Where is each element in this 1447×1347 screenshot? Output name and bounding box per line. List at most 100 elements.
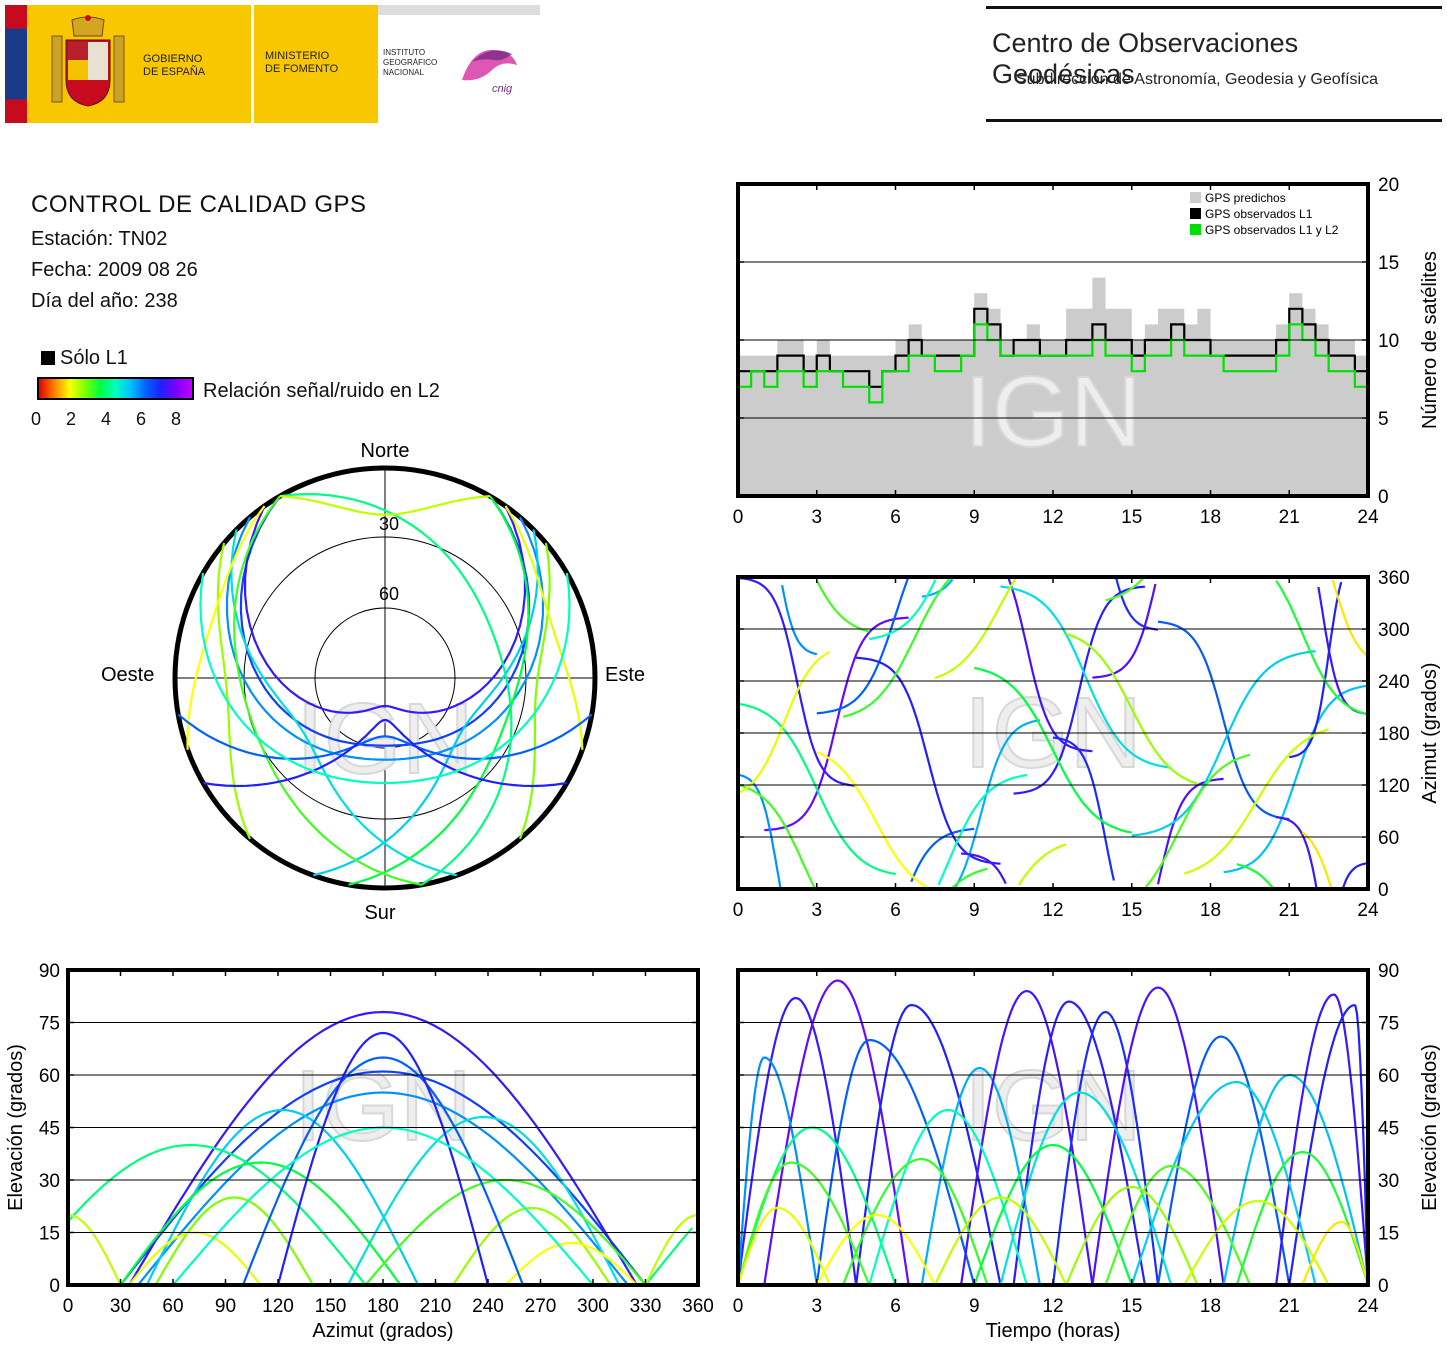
x-tick-label: 300 xyxy=(577,1296,609,1317)
y-tick-label: 10 xyxy=(1378,331,1399,352)
eltime-track xyxy=(815,1038,976,1286)
azimuth-track xyxy=(738,584,818,889)
skyplot-ring-label-30: 30 xyxy=(379,514,399,534)
y-tick-label: 15 xyxy=(1378,1224,1399,1245)
eltime-track xyxy=(1275,993,1370,1286)
x-tick-label: 9 xyxy=(969,507,980,528)
station-label: Estación: TN02 xyxy=(31,228,168,250)
azimuth-track xyxy=(1289,581,1368,889)
y-axis-label: Azimut (grados) xyxy=(1419,662,1441,803)
colorbar-tick-6: 6 xyxy=(136,409,147,429)
azimuth-track xyxy=(934,577,1067,886)
series-observed-l1l2-line xyxy=(738,323,1368,404)
legend-swatch xyxy=(1190,192,1201,203)
skyplot-chart: IGN Norte Sur Este Oeste 30 60 xyxy=(101,440,645,924)
azimuth-track xyxy=(974,666,1133,834)
elaz-track xyxy=(137,1091,629,1286)
skyplot-track xyxy=(177,713,593,761)
y-tick-label: 75 xyxy=(1378,1014,1399,1035)
y-axis-label: Número de satélites xyxy=(1419,251,1441,429)
azimuth-track xyxy=(1157,620,1290,821)
eu-flag-strip xyxy=(5,5,27,123)
plot-border xyxy=(736,575,1370,891)
elaz-track xyxy=(452,1206,612,1286)
skyplot-track xyxy=(518,542,551,840)
y-tick-label: 300 xyxy=(1378,620,1410,641)
eltime-track xyxy=(736,1206,831,1286)
azimuth-tracks xyxy=(738,577,1368,889)
y-tick-label: 60 xyxy=(1378,828,1399,849)
x-tick-label: 210 xyxy=(420,1296,452,1317)
x-tick-label: 15 xyxy=(1121,1296,1142,1317)
azimuth-track xyxy=(738,577,857,787)
x-tick-label: 0 xyxy=(63,1296,74,1317)
elaz-track xyxy=(347,1115,621,1286)
series-predicted-area xyxy=(738,277,1368,496)
x-tick-label: 0 xyxy=(733,1296,744,1317)
x-tick-label: 60 xyxy=(162,1296,183,1317)
y-tick-label: 30 xyxy=(39,1171,60,1192)
azimuth-track xyxy=(1236,579,1368,889)
x-tick-label: 30 xyxy=(110,1296,131,1317)
y-tick-label: 75 xyxy=(39,1014,60,1035)
x-tick-label: 12 xyxy=(1042,1296,1063,1317)
colorbar-tick-8: 8 xyxy=(171,409,182,429)
report-title: CONTROL DE CALIDAD GPS xyxy=(31,191,367,218)
x-tick-label: 120 xyxy=(262,1296,294,1317)
elaz-track xyxy=(67,1143,694,1286)
ign-watermark: IGN xyxy=(964,356,1142,468)
cnig-logo-icon: cnig xyxy=(462,50,517,95)
y-tick-label: 0 xyxy=(1378,880,1389,901)
header-rule-bottom xyxy=(986,119,1442,122)
x-tick-label: 24 xyxy=(1357,507,1379,528)
eltime-track xyxy=(855,1003,1002,1286)
y-tick-label: 360 xyxy=(1378,568,1410,589)
eltime-track xyxy=(960,989,1094,1286)
eltime-track xyxy=(1104,1164,1251,1286)
y-tick-label: 20 xyxy=(1378,175,1399,196)
azimuth-track xyxy=(869,579,1027,886)
azimuth-track xyxy=(1183,728,1329,875)
x-tick-label: 3 xyxy=(811,507,822,528)
y-tick-label: 180 xyxy=(1378,724,1410,745)
y-tick-label: 5 xyxy=(1378,409,1389,430)
l1-only-label: Sólo L1 xyxy=(60,347,128,369)
eltime-track xyxy=(763,979,910,1286)
eltime-track xyxy=(1183,1199,1330,1286)
y-tick-label: 0 xyxy=(49,1276,60,1297)
ign-watermark: IGN xyxy=(296,683,474,795)
eltime-track xyxy=(1051,1010,1160,1286)
y-tick-label: 120 xyxy=(1378,776,1410,797)
skyplot-track xyxy=(239,495,531,747)
skyplot-track xyxy=(199,572,571,785)
x-tick-label: 270 xyxy=(525,1296,557,1317)
elaz-track xyxy=(119,1161,402,1286)
legend-swatch xyxy=(1190,208,1201,219)
x-tick-label: 18 xyxy=(1200,1296,1221,1317)
eltime-track xyxy=(973,1143,1133,1286)
plot-border xyxy=(736,182,1370,498)
l1-only-swatch xyxy=(41,351,55,365)
eltime-tracks xyxy=(736,979,1370,1286)
azimuth-track xyxy=(842,577,988,889)
elaz-track xyxy=(67,1213,697,1286)
banner-divider xyxy=(251,5,254,123)
eltime-track xyxy=(1235,1150,1370,1286)
ign-logo-box xyxy=(378,5,540,123)
y-tick-label: 60 xyxy=(39,1066,60,1087)
x-tick-label: 15 xyxy=(1121,900,1142,921)
y-tick-label: 0 xyxy=(1378,487,1389,508)
x-tick-label: 0 xyxy=(733,900,744,921)
x-tick-label: 15 xyxy=(1121,507,1142,528)
azimuth-track xyxy=(1013,585,1146,795)
eltime-track xyxy=(1222,1073,1370,1286)
colorbar-tick-0: 0 xyxy=(31,409,42,429)
x-axis-label: Tiempo (horas) xyxy=(986,1320,1121,1342)
x-tick-label: 360 xyxy=(682,1296,714,1317)
eltime-track xyxy=(1130,1081,1317,1286)
x-tick-label: 24 xyxy=(1357,1296,1379,1317)
elaz-track xyxy=(504,1241,638,1286)
legend-label: GPS observados L1 y L2 xyxy=(1205,223,1339,237)
skyplot-label-west: Oeste xyxy=(101,664,154,686)
